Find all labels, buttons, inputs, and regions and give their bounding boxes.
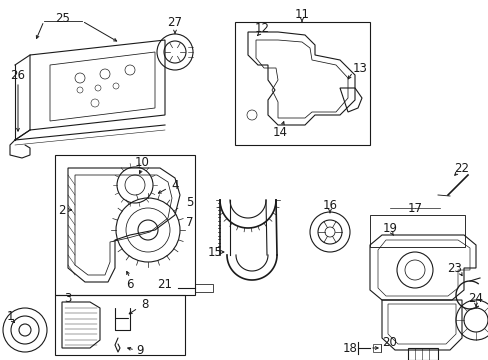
Text: 8: 8 xyxy=(141,298,148,311)
Text: 27: 27 xyxy=(167,15,182,28)
Text: 13: 13 xyxy=(352,62,366,75)
Text: 6: 6 xyxy=(126,279,134,292)
Text: 24: 24 xyxy=(468,292,483,305)
Bar xyxy=(55,155,195,295)
Bar xyxy=(195,284,213,292)
Text: 7: 7 xyxy=(186,216,193,229)
Text: 18: 18 xyxy=(342,342,357,355)
Text: 10: 10 xyxy=(134,156,149,168)
Text: 21: 21 xyxy=(157,279,172,292)
Bar xyxy=(235,22,369,145)
Bar xyxy=(372,344,380,352)
Text: 22: 22 xyxy=(453,162,468,175)
Text: 5: 5 xyxy=(186,195,193,208)
Text: 12: 12 xyxy=(254,22,269,35)
Bar xyxy=(369,215,464,247)
Text: 20: 20 xyxy=(382,336,397,348)
Text: 3: 3 xyxy=(64,292,72,305)
Text: 17: 17 xyxy=(407,202,422,215)
Text: 19: 19 xyxy=(382,221,397,234)
Bar xyxy=(407,348,437,360)
Text: 9: 9 xyxy=(136,343,143,356)
Text: 16: 16 xyxy=(322,198,337,212)
Text: 4: 4 xyxy=(171,179,179,192)
Text: 26: 26 xyxy=(10,68,25,81)
Text: 1: 1 xyxy=(6,310,14,323)
Text: 15: 15 xyxy=(207,246,222,258)
Text: 11: 11 xyxy=(294,8,309,21)
Text: 25: 25 xyxy=(56,12,70,24)
Bar xyxy=(55,295,184,355)
Text: 14: 14 xyxy=(272,126,287,139)
Text: 23: 23 xyxy=(447,261,462,274)
Text: 2: 2 xyxy=(58,203,65,216)
